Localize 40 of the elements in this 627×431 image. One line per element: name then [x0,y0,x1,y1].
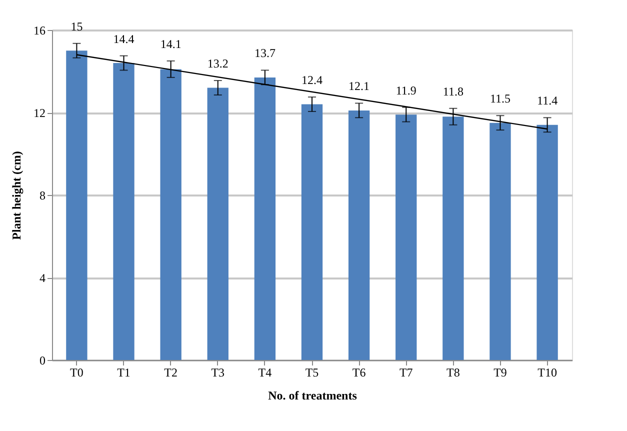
bar [301,104,323,360]
x-tick-label: T4 [258,366,272,380]
x-tick-label: T9 [494,366,507,380]
data-label: 11.5 [490,92,511,106]
x-axis-title: No. of treatments [268,388,358,402]
y-tick-label: 12 [34,106,46,120]
x-tick-label: T1 [117,366,130,380]
bar [348,110,370,360]
bar [536,124,558,360]
data-label: 11.8 [442,84,464,98]
bar [66,50,88,360]
y-tick-label: 8 [40,188,46,202]
x-tick-label: T8 [446,366,460,380]
x-tick-label: T0 [70,366,84,380]
x-tick-label: T5 [305,366,319,380]
data-label: 11.4 [537,94,558,108]
bar [442,116,464,360]
data-label: 12.1 [348,79,370,94]
data-label: 13.2 [207,56,228,71]
y-axis-title: Plant height (cm) [10,151,24,240]
bar [113,63,134,360]
x-tick-label: T10 [538,366,557,380]
x-tick-label: T6 [352,366,366,380]
data-label: 12.4 [302,73,322,88]
data-label: 13.7 [254,46,276,60]
data-label: 14.4 [113,32,134,46]
bar [160,69,182,360]
x-tick-label: T3 [211,366,225,380]
data-label: 15 [70,19,83,34]
bar [207,88,228,360]
data-label: 14.1 [160,36,182,51]
bar [490,122,511,360]
y-tick-label: 4 [40,271,46,285]
data-label: 11.9 [396,83,416,98]
y-tick-label: 0 [40,354,46,368]
x-tick-label: T2 [164,366,178,380]
y-tick-label: 16 [34,24,46,38]
x-tick-label: T7 [399,366,413,380]
bar [396,114,417,360]
bar [254,77,276,360]
